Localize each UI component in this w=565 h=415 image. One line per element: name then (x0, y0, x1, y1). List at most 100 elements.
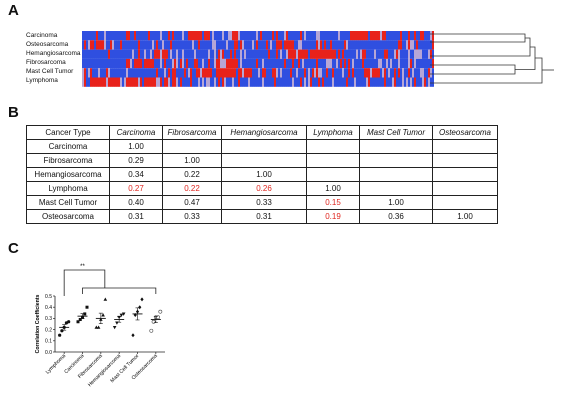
heatmap-cell (332, 68, 335, 78)
heatmap-cell (392, 68, 395, 78)
heatmap-cell (308, 40, 311, 50)
heatmap-cell (232, 31, 235, 41)
heatmap-cell (366, 58, 369, 69)
heatmap-cell (106, 58, 109, 69)
heatmap-cell (230, 58, 233, 69)
heatmap-cell (296, 58, 299, 69)
heatmap-cell (288, 49, 291, 59)
heatmap-cell (230, 40, 233, 50)
heatmap-cell (384, 31, 387, 41)
heatmap-cell (180, 49, 183, 59)
heatmap-cell (332, 49, 335, 59)
heatmap-cell (376, 77, 379, 87)
heatmap-cell (324, 68, 327, 78)
heatmap-cell (130, 77, 133, 87)
table-cell: 0.26 (221, 181, 307, 196)
heatmap-cell (282, 49, 285, 59)
heatmap-cell (416, 31, 419, 41)
heatmap-cell (118, 40, 121, 50)
heatmap-cell (384, 49, 387, 59)
table-cell: 0.15 (306, 195, 360, 210)
table-cell (432, 181, 498, 196)
heatmap-cell (368, 40, 371, 50)
heatmap-cell (386, 58, 389, 69)
heatmap-cell (244, 40, 247, 50)
y-tick-label: 0.2 (45, 327, 52, 333)
heatmap-cell (338, 58, 341, 69)
heatmap-cell (156, 77, 159, 87)
heatmap-cell (296, 77, 299, 87)
data-point (58, 333, 62, 337)
heatmap-cell (378, 31, 381, 41)
heatmap-cell (150, 68, 153, 78)
heatmap-cell (246, 58, 249, 69)
table-cell: 1.00 (162, 153, 222, 168)
heatmap-cell (142, 40, 145, 50)
heatmap-cell (258, 31, 261, 41)
table-row: Carcinoma 1.00 (26, 139, 498, 154)
heatmap-cell (294, 68, 297, 78)
heatmap-cell (262, 68, 265, 78)
heatmap-cell (226, 49, 229, 59)
heatmap-cell (270, 40, 273, 50)
heatmap-cell (320, 49, 323, 59)
heatmap-cell (92, 49, 95, 59)
heatmap-cell (162, 68, 165, 78)
heatmap-cell (160, 77, 163, 87)
heatmap-cell (142, 77, 145, 87)
heatmap-cell (284, 58, 287, 69)
heatmap-cell (180, 31, 183, 41)
heatmap-cell (400, 31, 403, 41)
heatmap-cell (346, 68, 349, 78)
heatmap-cell (402, 49, 405, 59)
heatmap-cell (252, 58, 255, 69)
heatmap-cell (430, 40, 433, 50)
heatmap-row-label: Carcinoma (26, 32, 58, 39)
heatmap-cell (252, 31, 255, 41)
heatmap-cell (134, 58, 137, 69)
heatmap-cell (352, 31, 355, 41)
heatmap-cell (408, 77, 411, 87)
y-tick-label: 0.1 (45, 339, 52, 345)
table-cell: 1.00 (306, 181, 360, 196)
correlation-table: Cancer Type Carcinoma Fibrosarcoma Heman… (26, 125, 498, 224)
heatmap-cell (324, 58, 327, 69)
heatmap-cell (322, 58, 325, 69)
heatmap-cell (322, 68, 325, 78)
heatmap-cell (178, 77, 181, 87)
heatmap-cell (176, 49, 179, 59)
heatmap-cell (208, 58, 211, 69)
heatmap-cell (290, 49, 293, 59)
heatmap-cell (202, 68, 205, 78)
heatmap-cell (316, 40, 319, 50)
heatmap-cell (390, 31, 393, 41)
heatmap-cell (158, 31, 161, 41)
heatmap-cell (198, 77, 201, 87)
heatmap-cell (326, 58, 329, 69)
heatmap-cell (220, 77, 223, 87)
heatmap-cell (414, 58, 417, 69)
heatmap-cell (390, 49, 393, 59)
heatmap-cell (168, 49, 171, 59)
heatmap-cell (118, 31, 121, 41)
heatmap-cell (406, 68, 409, 78)
heatmap-cell (106, 68, 109, 78)
dendro-branch (515, 46, 536, 70)
heatmap-cell (346, 40, 349, 50)
heatmap-cell (424, 49, 427, 59)
heatmap-cell (424, 40, 427, 50)
heatmap-cell (236, 49, 239, 59)
heatmap-cell (112, 40, 115, 50)
heatmap-cell (162, 40, 165, 50)
heatmap-cell (392, 31, 395, 41)
heatmap-cell (404, 31, 407, 41)
heatmap-cell (128, 40, 131, 50)
heatmap-cell (344, 31, 347, 41)
heatmap-cell (298, 40, 301, 50)
heatmap-cell (120, 40, 123, 50)
heatmap-cell (140, 40, 143, 50)
heatmap-cell (212, 77, 215, 87)
heatmap-cell (224, 77, 227, 87)
heatmap-cell (418, 49, 421, 59)
heatmap-cell (244, 49, 247, 59)
